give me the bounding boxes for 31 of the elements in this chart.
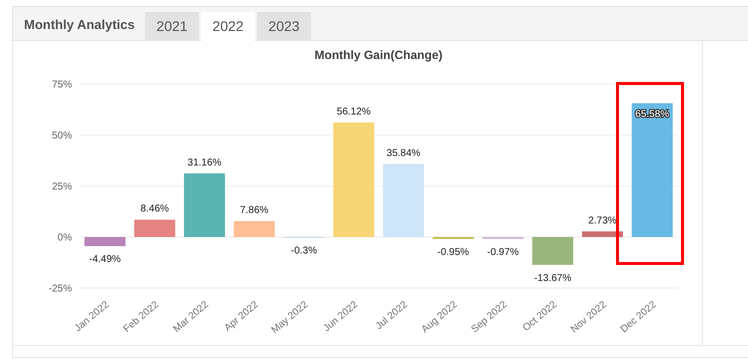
data-label: 7.86% [240,204,269,216]
bar [184,173,225,237]
data-label: -0.97% [487,246,519,258]
data-label: 2.73% [588,215,617,226]
bar [333,122,374,237]
bar [632,103,673,237]
data-label: 8.46% [140,204,170,215]
bar [234,220,275,237]
data-label: 35.84% [386,148,421,159]
y-tick-label: 25% [52,182,72,193]
chart-title: Monthly Gain(Change) [314,48,444,62]
bar [582,231,623,237]
y-tick-label: 75% [52,80,72,91]
data-label: -4.49% [89,254,121,266]
data-label: 56.12% [336,106,371,118]
text: 2022 [201,12,255,41]
data-label: -0.95% [437,246,470,258]
y-tick-label: 0% [58,232,72,244]
bar [134,220,176,237]
bar [382,164,424,237]
text: 2023 [257,12,311,41]
y-tick-label: -25% [48,284,72,295]
data-label: -13.67% [534,272,572,284]
text: Monthly Analytics [24,16,135,34]
data-label: -0.3% [290,246,318,257]
text: 2021 [145,12,199,41]
data-label: 65.58% [635,109,670,120]
data-label: 31.16% [188,157,222,168]
bar [84,237,126,246]
y-tick-label: 50% [52,130,72,142]
bar [532,237,574,265]
